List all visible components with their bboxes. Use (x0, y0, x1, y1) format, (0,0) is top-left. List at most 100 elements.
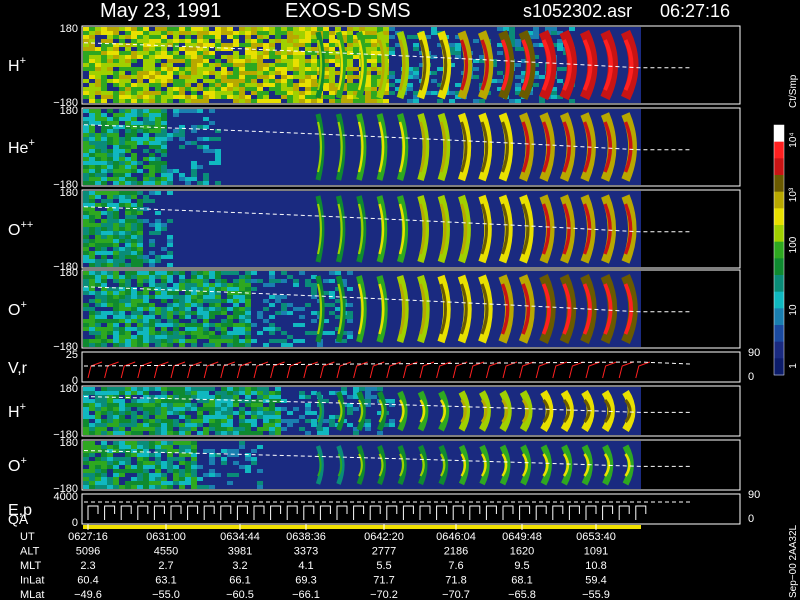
spectrogram-cell (131, 419, 137, 423)
spectrogram-cell (257, 481, 263, 485)
spectrogram-cell (143, 219, 149, 223)
spectrogram-cell (377, 55, 383, 59)
spectrogram-cell (173, 391, 179, 395)
spectrogram-cell (161, 431, 167, 435)
spectrogram-cell (89, 279, 95, 283)
footer-cell: 3981 (228, 546, 252, 558)
spectrogram-cell (119, 427, 125, 431)
panel-label: E,p (8, 502, 32, 519)
spectrogram-cell (107, 339, 113, 343)
spectrogram-cell (95, 133, 101, 137)
spectrogram-cell (101, 339, 107, 343)
spectrogram-cell (257, 67, 263, 71)
spectrogram-cell (245, 295, 251, 299)
spectral-band-core (358, 453, 363, 477)
spectrogram-cell (293, 87, 299, 91)
spectrogram-cell (143, 299, 149, 303)
spectrogram-cell (539, 43, 545, 47)
spectrogram-cell (299, 67, 305, 71)
spectrogram-cell (107, 39, 113, 43)
spectrogram-cell (275, 279, 281, 283)
spectrogram-cell (413, 71, 419, 75)
spectrogram-cell (173, 477, 179, 481)
spectrogram-cell (101, 315, 107, 319)
spectrogram-cell (257, 469, 263, 473)
spectrogram-cell (299, 35, 305, 39)
spectrogram-cell (107, 465, 113, 469)
spectrogram-cell (143, 461, 149, 465)
spectrogram-cell (347, 79, 353, 83)
spectrogram-cell (281, 55, 287, 59)
spectrogram-cell (209, 109, 215, 113)
spectrogram-cell (269, 79, 275, 83)
spectrogram-cell (221, 79, 227, 83)
spectrogram-cell (263, 407, 269, 411)
spectrogram-cell (305, 403, 311, 407)
spectrogram-cell (263, 327, 269, 331)
footer-cell: −65.8 (508, 589, 536, 600)
spectrogram-cell (209, 453, 215, 457)
spectrogram-cell (197, 279, 203, 283)
spectrogram-cell (89, 199, 95, 203)
spectrogram-cell (83, 191, 89, 195)
spectrogram-cell (185, 99, 191, 103)
spectrogram-cell (185, 279, 191, 283)
spectrogram-cell (251, 67, 257, 71)
spectrogram-cell (125, 35, 131, 39)
spectrogram-cell (101, 145, 107, 149)
spectrogram-cell (95, 391, 101, 395)
spectrogram-cell (341, 87, 347, 91)
spectrogram-cell (107, 203, 113, 207)
spectrogram-cell (155, 387, 161, 391)
spectrogram-cell (143, 453, 149, 457)
spectrogram-cell (203, 55, 209, 59)
spectrogram-cell (179, 411, 185, 415)
panel-label: H+ (8, 55, 26, 75)
spectrogram-cell (221, 449, 227, 453)
spectrogram-cell (233, 283, 239, 287)
spectrogram-cell (197, 431, 203, 435)
spectrogram-cell (161, 133, 167, 137)
spectrogram-cell (113, 473, 119, 477)
spectrogram-cell (101, 27, 107, 31)
panel-0: H+180−180 (8, 23, 741, 109)
spectrogram-cell (209, 67, 215, 71)
footer-cell: −60.5 (226, 589, 254, 600)
spectrogram-cell (191, 279, 197, 283)
spectrogram-cell (137, 211, 143, 215)
spectrogram-cell (179, 71, 185, 75)
spectrogram-cell (119, 43, 125, 47)
spectrogram-cell (137, 67, 143, 71)
spectrogram-cell (161, 395, 167, 399)
spectrogram-cell (155, 59, 161, 63)
spectrogram-cell (269, 51, 275, 55)
spectrogram-cell (101, 395, 107, 399)
spectrogram-cell (113, 181, 119, 185)
spectrogram-cell (89, 51, 95, 55)
spectral-band-core (440, 453, 446, 477)
spectrogram-cell (257, 55, 263, 59)
spectrogram-cell (137, 469, 143, 473)
spectrogram-cell (407, 99, 413, 103)
spectrogram-cell (293, 95, 299, 99)
spectral-band-core (542, 399, 550, 423)
panel-label-2: QA (8, 511, 29, 527)
spectrogram-cell (251, 59, 257, 63)
spectrogram-cell (101, 295, 107, 299)
spectrogram-cell (125, 177, 131, 181)
spectrogram-cell (215, 395, 221, 399)
spectrogram-cell (269, 327, 275, 331)
spectrogram-cell (377, 59, 383, 63)
spectrogram-cell (125, 295, 131, 299)
spectrogram-cell (143, 129, 149, 133)
spectrogram-cell (239, 339, 245, 343)
spectrogram-cell (155, 319, 161, 323)
spectrogram-cell (299, 427, 305, 431)
spectrogram-cell (101, 387, 107, 391)
spectrogram-cell (293, 283, 299, 287)
spectrogram-cell (167, 457, 173, 461)
spectrogram-cell (185, 453, 191, 457)
spectrogram-cell (209, 469, 215, 473)
spectrogram-cell (113, 99, 119, 103)
spectrogram-cell (113, 427, 119, 431)
